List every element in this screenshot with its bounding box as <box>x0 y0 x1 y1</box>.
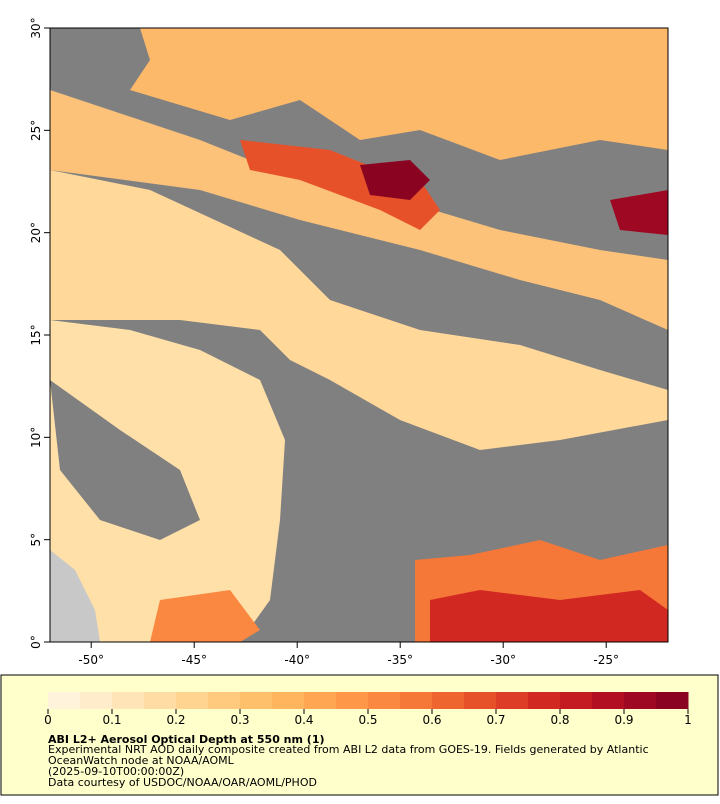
aerosol-region <box>610 190 668 235</box>
caption-line: Data courtesy of USDOC/NOAA/OAR/AOML/PHO… <box>48 776 317 789</box>
colorbar-tick-label: 0.6 <box>422 713 441 727</box>
caption-title: ABI L2+ Aerosol Optical Depth at 550 nm … <box>48 733 325 746</box>
aerosol-region <box>50 170 668 450</box>
colorbar-swatch <box>144 692 177 709</box>
lat-tick-label: 25° <box>29 120 43 141</box>
lon-tick-label: -30° <box>490 653 516 667</box>
caption-line: OceanWatch node at NOAA/AOML <box>48 754 235 767</box>
aerosol-region <box>50 90 668 330</box>
lon-tick-label: -25° <box>593 653 619 667</box>
aerosol-region <box>240 140 440 230</box>
colorbar-tick-label: 0.1 <box>102 713 121 727</box>
colorbar-tick-label: 0 <box>44 713 52 727</box>
colorbar-swatch <box>496 692 529 709</box>
colorbar-tick-label: 0.7 <box>486 713 505 727</box>
colorbar-tick-label: 0.2 <box>166 713 185 727</box>
no-data-gap <box>50 380 200 540</box>
colorbar-swatch <box>240 692 273 709</box>
colorbar-swatch <box>560 692 593 709</box>
colorbar-tick-label: 0.8 <box>550 713 569 727</box>
caption-line: (2025-09-10T00:00:00Z) <box>48 765 184 778</box>
colorbar-swatch <box>592 692 625 709</box>
colorbar-swatch <box>176 692 209 709</box>
lat-tick-label: 0° <box>29 635 43 649</box>
colorbar-swatch <box>112 692 145 709</box>
colorbar-swatch <box>48 692 81 709</box>
lon-tick-label: -50° <box>78 653 104 667</box>
colorbar-swatch <box>368 692 401 709</box>
lon-tick-label: -35° <box>387 653 413 667</box>
colorbar-swatch <box>400 692 433 709</box>
colorbar-tick-label: 0.4 <box>294 713 313 727</box>
colorbar-swatch <box>336 692 369 709</box>
colorbar-swatch <box>432 692 465 709</box>
colorbar-swatch <box>208 692 241 709</box>
aerosol-region <box>430 590 668 642</box>
land <box>50 550 100 642</box>
lon-tick-label: -40° <box>284 653 310 667</box>
colorbar-swatch <box>464 692 497 709</box>
colorbar-swatch <box>624 692 657 709</box>
lon-tick-label: -45° <box>181 653 207 667</box>
colorbar-swatch <box>272 692 305 709</box>
aerosol-region <box>150 590 260 642</box>
lat-tick-label: 20° <box>29 222 43 243</box>
colorbar-tick-label: 0.5 <box>358 713 377 727</box>
colorbar-swatch <box>80 692 113 709</box>
map-field <box>50 28 668 642</box>
lat-tick-label: 10° <box>29 427 43 448</box>
colorbar-swatch <box>304 692 337 709</box>
colorbar-swatch <box>656 692 689 709</box>
lat-tick-label: 15° <box>29 324 43 345</box>
caption-line: Experimental NRT AOD daily composite cre… <box>48 743 649 756</box>
lat-tick-label: 5° <box>29 533 43 547</box>
colorbar-tick-label: 0.9 <box>614 713 633 727</box>
aerosol-region <box>360 160 430 200</box>
colorbar-swatch <box>528 692 561 709</box>
lat-tick-label: 30° <box>29 17 43 38</box>
colorbar-tick-label: 1 <box>684 713 692 727</box>
aerosol-region <box>50 28 668 160</box>
colorbar-tick-label: 0.3 <box>230 713 249 727</box>
